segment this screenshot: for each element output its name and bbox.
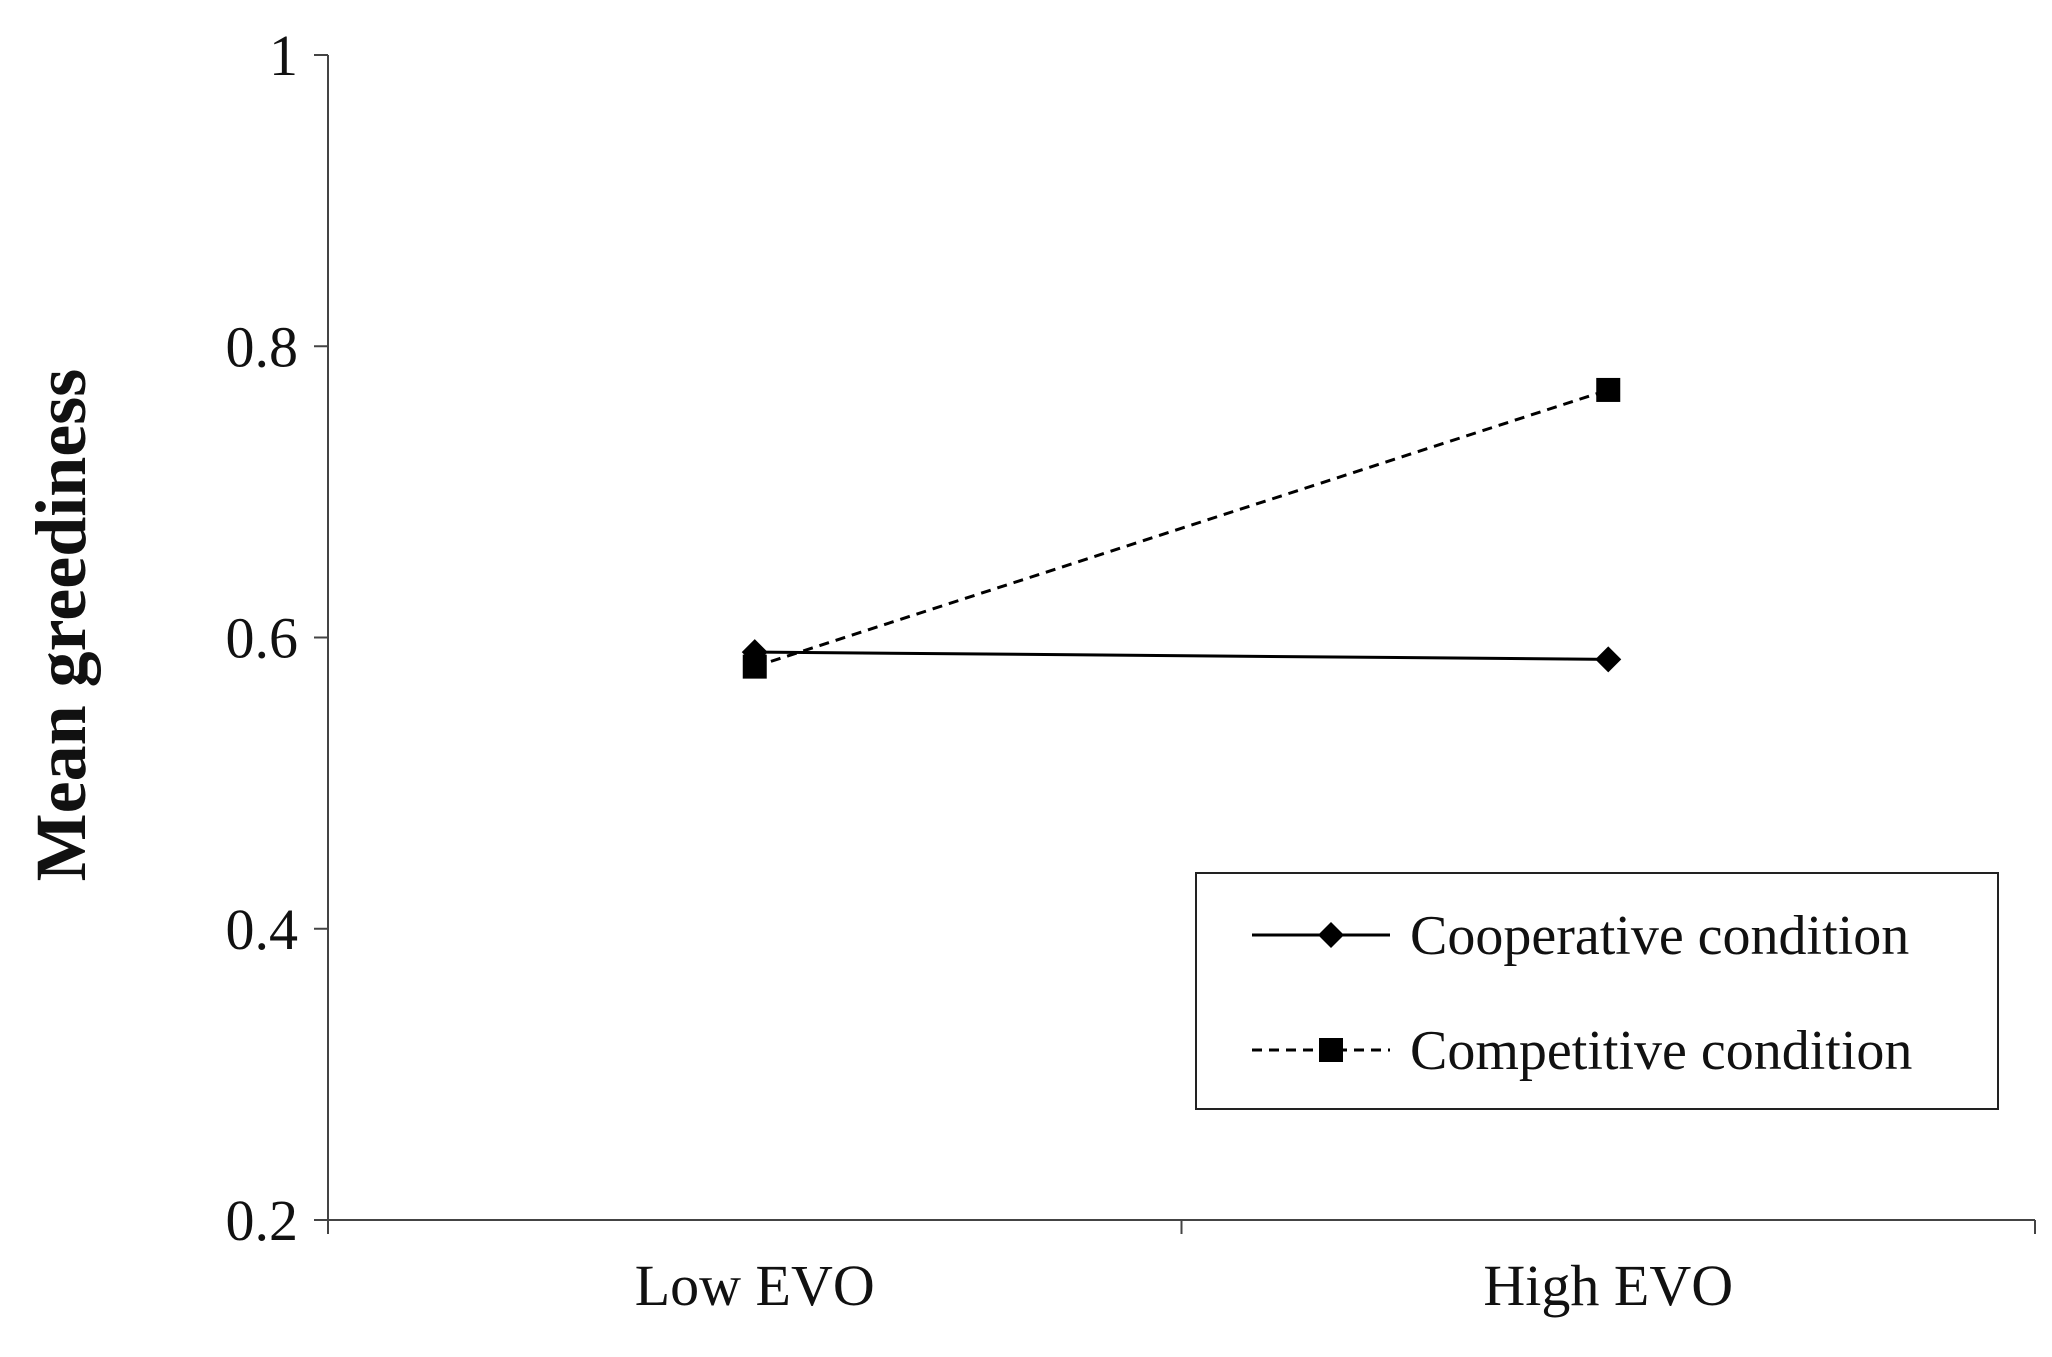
x-tick-label: Low EVO	[635, 1253, 875, 1318]
y-tick-label: 0.6	[226, 606, 299, 671]
y-tick-label: 0.8	[226, 314, 299, 379]
y-tick-label: 0.4	[226, 897, 299, 962]
series-competitive	[742, 377, 1621, 679]
legend-box	[1195, 872, 1999, 1110]
series-line	[754, 650, 1609, 661]
y-axis-title: Mean greediness	[21, 369, 101, 882]
legend-label: Cooperative condition	[1410, 905, 1909, 967]
legend-label: Competitive condition	[1410, 1020, 1912, 1082]
y-tick-label: 0.2	[226, 1188, 299, 1253]
legend-marker-diamond	[1318, 922, 1344, 948]
legend-item: Competitive condition	[1252, 1020, 1912, 1082]
x-tick-label: High EVO	[1483, 1253, 1733, 1318]
data-point-diamond	[1595, 646, 1622, 673]
series-cooperative	[741, 639, 1622, 673]
legend-item: Cooperative condition	[1252, 905, 1909, 967]
x-axis-ticks: Low EVO High EVO	[327, 1220, 2036, 1318]
legend-marker-square	[1319, 1038, 1343, 1062]
series-line	[754, 388, 1609, 669]
data-point-square	[1596, 377, 1621, 402]
y-axis-ticks: 0.2 0.4 0.6 0.8 1	[226, 23, 328, 1253]
y-tick-label: 1	[269, 23, 298, 88]
series-layer	[741, 377, 1622, 679]
legend: Cooperative condition Competitive conditi…	[1195, 872, 1999, 1110]
data-point-square	[742, 654, 767, 679]
